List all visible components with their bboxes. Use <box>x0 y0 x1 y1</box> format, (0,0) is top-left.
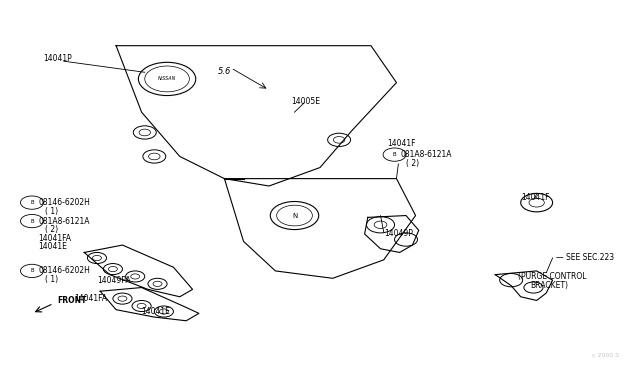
Text: 081A8-6121A: 081A8-6121A <box>401 150 452 159</box>
Text: 14041E: 14041E <box>141 307 170 316</box>
Text: NISSAN: NISSAN <box>158 76 176 81</box>
Text: B: B <box>30 269 34 273</box>
Text: 14049PA: 14049PA <box>97 276 131 285</box>
Text: 14041P: 14041P <box>43 54 72 63</box>
Text: 5.6: 5.6 <box>218 67 231 76</box>
Text: ( 1): ( 1) <box>45 206 58 216</box>
Text: ( 1): ( 1) <box>45 275 58 283</box>
Text: 08146-6202H: 08146-6202H <box>38 198 90 207</box>
Text: BRACKET): BRACKET) <box>531 281 568 290</box>
Text: B: B <box>30 200 34 205</box>
Text: ( 2): ( 2) <box>406 158 419 168</box>
Text: 08146-6202H: 08146-6202H <box>38 266 90 275</box>
Text: B: B <box>393 152 396 157</box>
Text: 14041F: 14041F <box>521 193 549 202</box>
Text: c 2000 S: c 2000 S <box>593 353 620 358</box>
Text: 081A8-6121A: 081A8-6121A <box>38 217 90 225</box>
Text: 14041E: 14041E <box>38 243 67 251</box>
Text: (PURGE CONTROL: (PURGE CONTROL <box>518 272 586 281</box>
Text: 14005E: 14005E <box>291 97 321 106</box>
Text: 14041FA: 14041FA <box>75 294 108 303</box>
Text: — SEE SEC.223: — SEE SEC.223 <box>556 253 614 263</box>
Text: B: B <box>30 219 34 224</box>
Text: ( 2): ( 2) <box>45 225 58 234</box>
Text: 14041F: 14041F <box>387 139 415 148</box>
Text: 14041FA: 14041FA <box>38 234 71 243</box>
Text: 14049P: 14049P <box>384 230 413 238</box>
Text: N: N <box>292 212 297 218</box>
Text: FRONT: FRONT <box>58 296 87 305</box>
